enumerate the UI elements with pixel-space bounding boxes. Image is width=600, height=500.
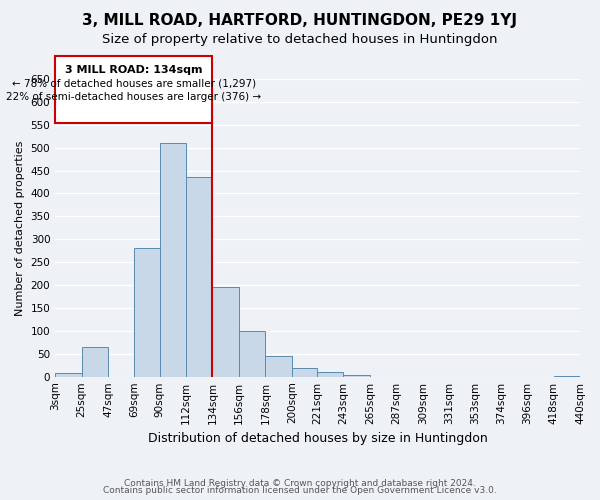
Text: Contains HM Land Registry data © Crown copyright and database right 2024.: Contains HM Land Registry data © Crown c… (124, 478, 476, 488)
Bar (265, 356, 292, 376)
Bar (82, 347, 108, 376)
Text: Contains public sector information licensed under the Open Government Licence v3: Contains public sector information licen… (103, 486, 497, 495)
Bar (134, 248, 160, 376)
FancyBboxPatch shape (55, 56, 212, 122)
Bar (292, 368, 317, 376)
Text: 3, MILL ROAD, HARTFORD, HUNTINGDON, PE29 1YJ: 3, MILL ROAD, HARTFORD, HUNTINGDON, PE29… (83, 12, 517, 28)
Bar (317, 372, 343, 376)
Text: 22% of semi-detached houses are larger (376) →: 22% of semi-detached houses are larger (… (6, 92, 262, 102)
Text: 3 MILL ROAD: 134sqm: 3 MILL ROAD: 134sqm (65, 65, 203, 75)
Text: Size of property relative to detached houses in Huntingdon: Size of property relative to detached ho… (102, 32, 498, 46)
X-axis label: Distribution of detached houses by size in Huntingdon: Distribution of detached houses by size … (148, 432, 487, 445)
Y-axis label: Number of detached properties: Number of detached properties (15, 140, 25, 316)
Bar (212, 288, 239, 376)
Text: ← 78% of detached houses are smaller (1,297): ← 78% of detached houses are smaller (1,… (12, 78, 256, 88)
Bar (239, 331, 265, 376)
Bar (55, 373, 82, 376)
Bar (186, 178, 212, 376)
Bar (160, 143, 186, 376)
